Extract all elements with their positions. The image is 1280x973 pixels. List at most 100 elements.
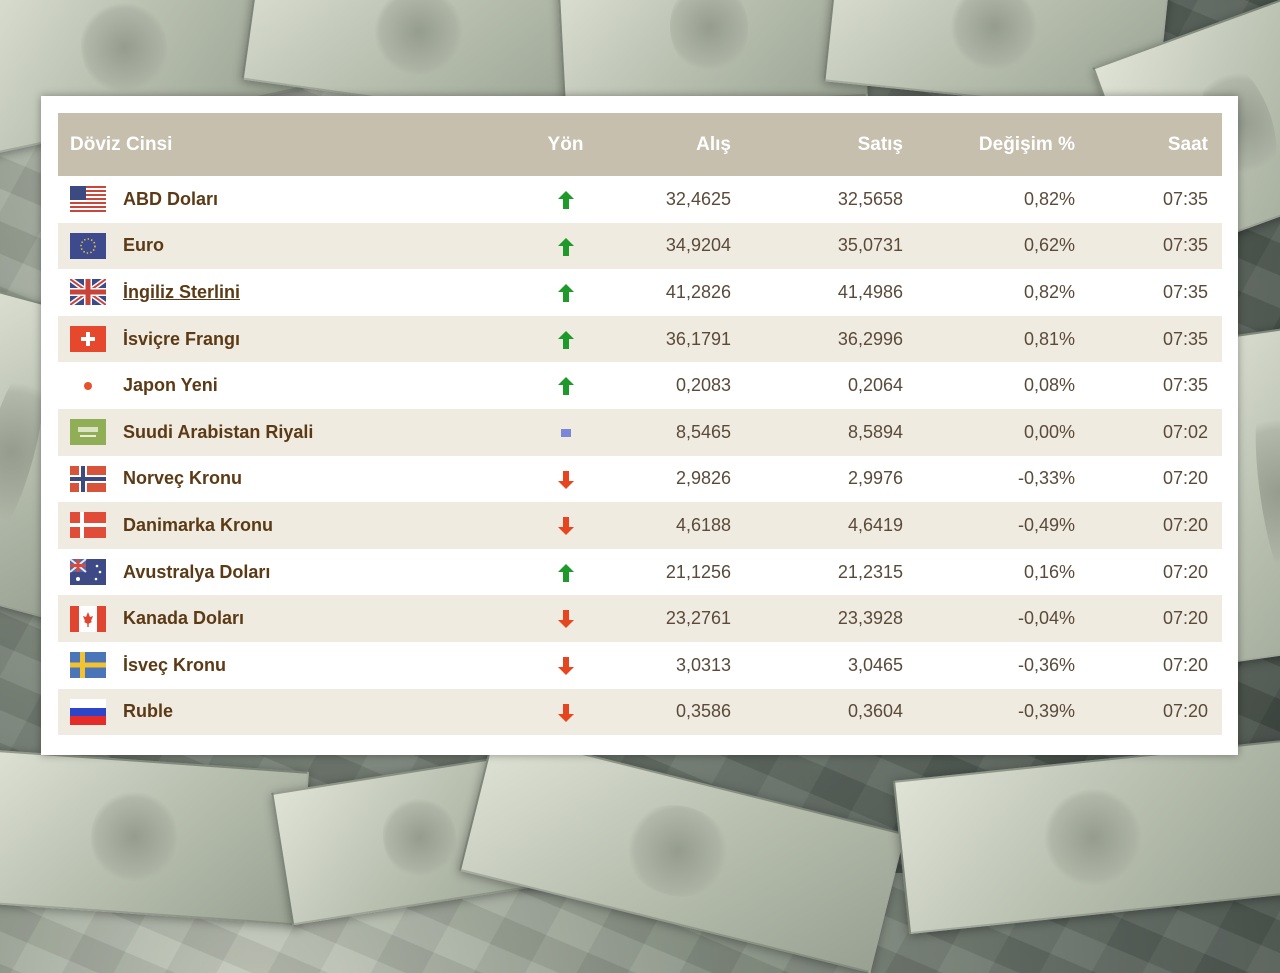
currency-cell: Danimarka Kronu [58, 502, 513, 549]
buy-value: 34,9204 [665, 235, 731, 256]
direction-cell [513, 409, 618, 456]
currency-name-link[interactable]: İsviçre Frangı [123, 328, 241, 349]
denmark-flag-icon [70, 512, 106, 539]
currency-cell: Norveç Kronu [58, 456, 513, 503]
table-row: İsveç Kronu 3,0313 3,0465 -0,36% 07:20 [58, 641, 1222, 689]
table-row: İsviçre Frangı 36,1791 36,2996 0,81% 07:35 [58, 315, 1222, 363]
banknote-decoration [458, 730, 906, 973]
currency-cell: Japon Yeni [58, 362, 513, 409]
change-value: -0,49% [1017, 514, 1075, 535]
table-row: Kanada Doları 23,2761 23,3928 -0,04% 07:20 [58, 595, 1222, 642]
time-value: 07:20 [1162, 468, 1208, 489]
arrow-up-icon [557, 189, 574, 210]
time-value: 07:20 [1162, 561, 1208, 582]
time-value: 07:02 [1162, 421, 1208, 442]
currency-cell: Kanada Doları [58, 595, 513, 642]
sell-value: 4,6419 [847, 514, 903, 535]
currency-name-link[interactable]: Danimarka Kronu [123, 514, 274, 535]
sell-value: 23,3928 [837, 608, 903, 629]
sell-value: 0,3604 [847, 701, 903, 722]
buy-value: 0,3586 [675, 701, 731, 722]
arrow-down-icon [557, 701, 574, 722]
currency-cell: Avustralya Doları [58, 549, 513, 596]
canada-flag-icon [70, 605, 106, 632]
change-value: 0,82% [1023, 188, 1075, 209]
arrow-up-icon [557, 329, 574, 349]
table-row: Danimarka Kronu 4,6188 4,6419 -0,49% 07:20 [58, 502, 1222, 549]
currency-cell: ABD Doları [58, 176, 513, 223]
banknote-decoration [0, 748, 309, 926]
currency-name-link[interactable]: Kanada Doları [123, 608, 245, 629]
change-value: -0,36% [1017, 654, 1075, 675]
currency-name-link[interactable]: Ruble [123, 701, 174, 722]
currency-name-link[interactable]: Avustralya Doları [123, 561, 271, 582]
buy-value: 21,1256 [665, 561, 731, 582]
direction-cell [513, 362, 618, 409]
change-value: 0,16% [1023, 561, 1075, 582]
time-value: 07:35 [1162, 188, 1208, 209]
direction-cell [513, 316, 618, 363]
currency-cell: Suudi Arabistan Riyali [58, 409, 513, 456]
buy-value: 32,4625 [665, 188, 731, 209]
change-value: 0,81% [1023, 328, 1075, 349]
currency-name-link[interactable]: İngiliz Sterlini [123, 281, 241, 302]
time-value: 07:35 [1162, 235, 1208, 256]
change-value: 0,82% [1023, 281, 1075, 302]
table-row: ABD Doları 32,4625 32,5658 0,82% 07:35 [58, 176, 1222, 223]
eu-flag-icon [70, 232, 106, 259]
australia-flag-icon [70, 559, 106, 586]
table-row: Japon Yeni 0,2083 0,2064 0,08% 07:35 [58, 362, 1222, 409]
arrow-down-icon [557, 608, 574, 629]
direction-cell [513, 269, 618, 316]
buy-value: 0,2083 [675, 375, 731, 396]
sell-value: 32,5658 [837, 188, 903, 209]
currency-cell: İsveç Kronu [58, 642, 513, 689]
header-buy: Alış [696, 133, 731, 155]
direction-cell [513, 502, 618, 549]
table-header-row: Döviz Cinsi Yön Alış Satış Değişim % Saa… [58, 113, 1222, 176]
flat-marker-icon [560, 422, 571, 442]
currency-name-link[interactable]: Japon Yeni [123, 375, 218, 396]
sell-value: 36,2996 [837, 328, 903, 349]
buy-value: 4,6188 [675, 514, 731, 535]
arrow-up-icon [557, 235, 574, 256]
arrow-up-icon [557, 375, 574, 396]
saudi-flag-icon [70, 419, 106, 446]
change-value: -0,39% [1017, 701, 1075, 722]
swiss-flag-icon [70, 326, 106, 353]
arrow-up-icon [557, 562, 574, 582]
direction-cell [513, 223, 618, 270]
currency-name-link[interactable]: Norveç Kronu [123, 468, 243, 489]
header-currency: Döviz Cinsi [70, 133, 173, 155]
arrow-down-icon [557, 515, 574, 536]
sell-value: 3,0465 [847, 654, 903, 675]
sell-value: 35,0731 [837, 235, 903, 256]
direction-cell [513, 642, 618, 689]
currency-cell: Ruble [58, 689, 513, 736]
direction-cell [513, 176, 618, 223]
norway-flag-icon [70, 465, 106, 492]
buy-value: 23,2761 [665, 608, 731, 629]
time-value: 07:35 [1162, 375, 1208, 396]
table-row: Norveç Kronu 2,9826 2,9976 -0,33% 07:20 [58, 455, 1222, 503]
direction-cell [513, 549, 618, 596]
russia-flag-icon [70, 698, 106, 725]
change-value: -0,33% [1017, 468, 1075, 489]
currency-name-link[interactable]: ABD Doları [123, 188, 219, 209]
sell-value: 0,2064 [847, 375, 903, 396]
time-value: 07:35 [1162, 328, 1208, 349]
buy-value: 36,1791 [665, 328, 731, 349]
table-row: Suudi Arabistan Riyali 8,5465 8,5894 0,00% 0… [58, 408, 1222, 456]
change-value: 0,08% [1023, 375, 1075, 396]
currency-name-link[interactable]: Suudi Arabistan Riyali [123, 421, 314, 442]
currency-name-link[interactable]: İsveç Kronu [123, 654, 227, 675]
header-time: Saat [1167, 133, 1208, 155]
currency-name-link[interactable]: Euro [123, 235, 165, 256]
direction-cell [513, 595, 618, 642]
sell-value: 8,5894 [847, 421, 903, 442]
sell-value: 2,9976 [847, 468, 903, 489]
exchange-rate-panel: Döviz Cinsi Yön Alış Satış Değişim % Saa… [41, 96, 1238, 755]
time-value: 07:20 [1162, 654, 1208, 675]
direction-cell [513, 689, 618, 736]
buy-value: 2,9826 [675, 468, 731, 489]
